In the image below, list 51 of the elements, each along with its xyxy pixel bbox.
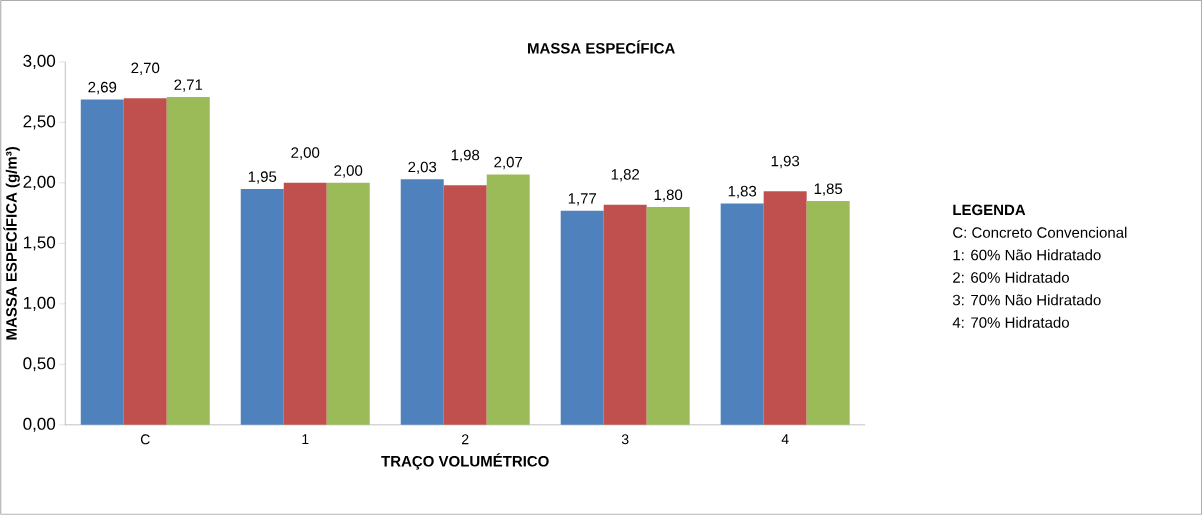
data-label: 1,82 (611, 169, 640, 182)
bar (603, 204, 647, 425)
bar (720, 203, 764, 425)
text: C: Concreto Convencional (953, 226, 1127, 238)
data-label: 1,93 (771, 155, 800, 169)
x-tick-label: 4 (781, 434, 789, 445)
y-tick-label: 0,00 (23, 417, 56, 432)
bar (806, 201, 850, 425)
x-tick-label: 1 (302, 434, 309, 445)
bar (763, 191, 807, 425)
bar (123, 98, 167, 425)
y-tick-label: 1,00 (23, 296, 56, 312)
y-tick-label: 2,00 (23, 175, 56, 191)
y-tick-label: 1,50 (23, 236, 56, 251)
bar (240, 189, 284, 425)
data-label: 1,95 (248, 171, 277, 184)
bar (283, 183, 327, 425)
bar (166, 97, 210, 425)
data-label: 2,70 (131, 62, 160, 76)
data-label: 1,80 (654, 189, 683, 202)
y-tick-label: 2,50 (23, 115, 56, 130)
text: 1: 60% Não Hidratado (953, 249, 1101, 261)
bar (400, 179, 444, 425)
x-tick-label: 3 (621, 434, 629, 445)
data-label: 2,07 (494, 156, 523, 170)
bar (80, 99, 124, 425)
x-axis-title: TRAÇO VOLUMÉTRICO (381, 453, 549, 470)
data-label: 2,00 (291, 147, 320, 160)
chart-title: MASSA ESPECÍFICA (528, 40, 675, 54)
data-label: 1,85 (814, 183, 843, 196)
data-label: 2,69 (88, 81, 117, 95)
data-label: 2,03 (408, 161, 437, 175)
data-label: 1,83 (728, 185, 757, 199)
x-tick-label: C (140, 434, 150, 445)
bar (443, 185, 487, 425)
bar (560, 210, 604, 425)
text: LEGENDA (953, 204, 1026, 216)
bar (326, 183, 370, 425)
text: 4: 70% Hidratado (952, 316, 1069, 328)
bar (646, 207, 690, 425)
data-label: 1,77 (568, 193, 597, 206)
text: 3: 70% Não Hidratado (952, 294, 1101, 306)
text: 2: 60% Hidratado (953, 271, 1069, 283)
data-label: 1,98 (451, 149, 480, 163)
y-tick-label: 0,50 (23, 357, 56, 372)
y-tick-label: 3,00 (23, 55, 56, 70)
y-axis-title: MASSA ESPECÍFICA (g/m³) (3, 147, 20, 340)
bar (486, 174, 530, 425)
data-label: 2,71 (174, 79, 203, 92)
x-tick-label: 2 (462, 434, 469, 445)
data-label: 2,00 (334, 165, 363, 178)
